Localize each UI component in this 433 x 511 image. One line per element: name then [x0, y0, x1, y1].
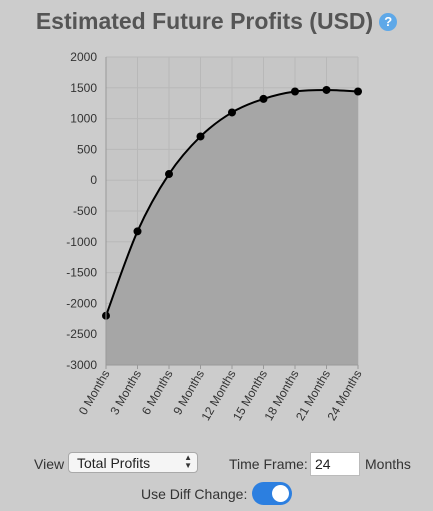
y-tick-label: -2500: [66, 327, 97, 341]
y-tick-label: -2000: [66, 296, 97, 310]
y-tick-label: 0: [90, 173, 97, 187]
data-point: [196, 132, 205, 141]
profit-chart: 2000 1500 1000 500 0 -500 -1000 -1500 -2000 -2500…: [66, 50, 364, 423]
diff-change-label: Use Diff Change:: [141, 486, 248, 502]
data-point: [228, 108, 236, 117]
y-tick-label: 1000: [70, 112, 97, 126]
data-point: [165, 170, 173, 179]
timeframe-label: Time Frame:: [229, 456, 308, 472]
y-tick-label: -3000: [66, 358, 97, 372]
timeframe-input[interactable]: [310, 452, 360, 476]
y-tick-label: 1500: [70, 81, 97, 95]
controls-row: View Total Profits ▲▼ Time Frame: Months: [0, 452, 433, 476]
y-tick-label: 2000: [70, 50, 97, 64]
y-tick-label: -1500: [66, 266, 97, 280]
view-select-value: Total Profits: [77, 455, 151, 471]
y-tick-label: 500: [77, 142, 97, 156]
area-fill: [106, 89, 358, 366]
view-select[interactable]: Total Profits ▲ ▼: [68, 452, 198, 473]
help-icon[interactable]: ?: [379, 12, 398, 31]
diff-change-toggle[interactable]: [252, 482, 292, 505]
diff-row: Use Diff Change:: [0, 482, 433, 506]
data-point: [354, 87, 362, 96]
view-label: View: [34, 456, 65, 472]
y-tick-label: -1000: [66, 235, 97, 249]
data-point: [259, 94, 268, 103]
data-point: [322, 85, 331, 94]
select-arrows-icon: ▲ ▼: [184, 453, 192, 470]
page-title: Estimated Future Profits (USD): [35, 8, 374, 34]
data-point: [291, 87, 299, 96]
title-row: Estimated Future Profits (USD)?: [0, 8, 433, 35]
data-point: [133, 227, 142, 236]
y-tick-label: -500: [73, 204, 97, 218]
months-label: Months: [365, 456, 411, 472]
toggle-knob: [272, 485, 289, 502]
